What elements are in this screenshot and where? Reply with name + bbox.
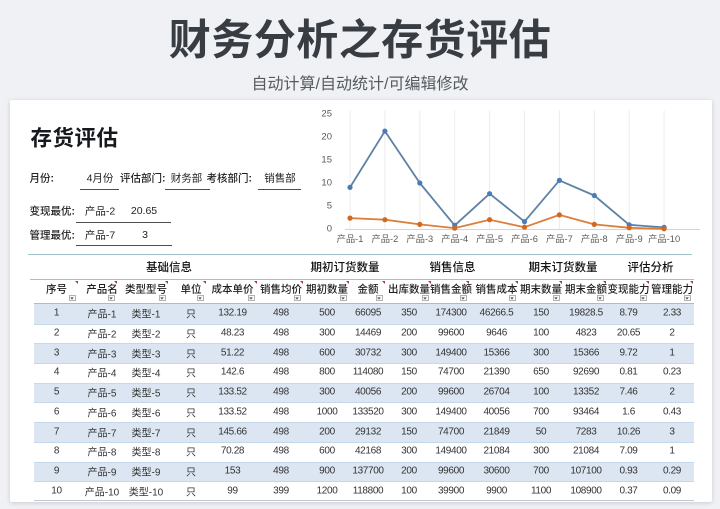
svg-text:25: 25: [321, 109, 332, 120]
svg-text:10: 10: [321, 178, 332, 189]
svg-text:5: 5: [327, 201, 332, 212]
svg-text:0: 0: [327, 223, 332, 234]
svg-text:20: 20: [321, 132, 332, 143]
svg-text:15: 15: [321, 155, 332, 166]
